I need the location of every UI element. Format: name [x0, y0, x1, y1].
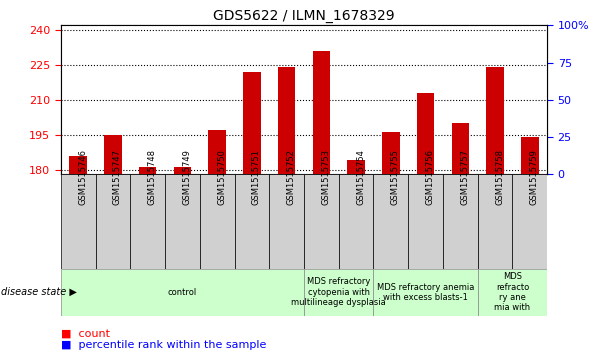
Text: GSM1515751: GSM1515751	[252, 149, 261, 205]
Text: GSM1515750: GSM1515750	[217, 149, 226, 205]
Point	[282, 64, 291, 70]
Bar	[61, 269, 304, 316]
Bar	[373, 174, 408, 269]
Point	[386, 78, 396, 83]
Text: GSM1515746: GSM1515746	[78, 149, 87, 205]
Point	[317, 64, 326, 70]
Text: GSM1515753: GSM1515753	[322, 149, 330, 205]
Text: ■  count: ■ count	[61, 329, 110, 339]
Bar	[347, 160, 365, 174]
Bar	[339, 174, 373, 269]
Bar	[452, 123, 469, 174]
Text: GSM1515748: GSM1515748	[148, 149, 157, 205]
Bar	[417, 93, 434, 174]
Bar	[521, 137, 539, 174]
Bar	[235, 174, 269, 269]
Bar	[174, 167, 191, 174]
Text: MDS refractory
cytopenia with
multilineage dysplasia: MDS refractory cytopenia with multilinea…	[291, 277, 386, 307]
Bar	[478, 174, 513, 269]
Bar	[200, 174, 235, 269]
Bar	[408, 174, 443, 269]
Text: GSM1515752: GSM1515752	[286, 149, 295, 205]
Text: GSM1515755: GSM1515755	[391, 149, 400, 205]
Text: disease state ▶: disease state ▶	[1, 287, 77, 297]
Bar	[69, 156, 87, 174]
Point	[490, 66, 500, 72]
Bar	[373, 269, 478, 316]
Bar	[104, 135, 122, 174]
Point	[108, 74, 118, 80]
Point	[143, 97, 153, 103]
Text: GSM1515749: GSM1515749	[182, 149, 192, 205]
Bar	[130, 174, 165, 269]
Bar	[243, 72, 261, 174]
Point	[455, 72, 465, 77]
Bar	[382, 132, 399, 174]
Point	[351, 85, 361, 91]
Bar	[513, 174, 547, 269]
Text: MDS
refracto
ry ane
mia with: MDS refracto ry ane mia with	[494, 272, 531, 312]
Text: GSM1515754: GSM1515754	[356, 149, 365, 205]
Bar	[304, 174, 339, 269]
Bar	[304, 269, 373, 316]
Text: GSM1515759: GSM1515759	[530, 149, 539, 205]
Text: ■  percentile rank within the sample: ■ percentile rank within the sample	[61, 340, 266, 350]
Bar	[139, 167, 156, 174]
Point	[525, 78, 534, 83]
Bar	[165, 174, 200, 269]
Point	[178, 97, 187, 103]
Text: GSM1515757: GSM1515757	[460, 149, 469, 205]
Bar	[209, 130, 226, 174]
Point	[74, 82, 83, 88]
Bar	[486, 67, 504, 174]
Text: GSM1515747: GSM1515747	[113, 149, 122, 205]
Point	[212, 78, 222, 83]
Bar	[269, 174, 304, 269]
Bar	[443, 174, 478, 269]
Point	[421, 67, 430, 73]
Text: MDS refractory anemia
with excess blasts-1: MDS refractory anemia with excess blasts…	[377, 282, 474, 302]
Bar	[278, 67, 295, 174]
Bar	[313, 51, 330, 174]
Bar	[61, 174, 95, 269]
Bar	[95, 174, 130, 269]
Text: GSM1515756: GSM1515756	[426, 149, 435, 205]
Title: GDS5622 / ILMN_1678329: GDS5622 / ILMN_1678329	[213, 9, 395, 23]
Text: control: control	[168, 288, 197, 297]
Point	[247, 64, 257, 70]
Bar	[478, 269, 547, 316]
Text: GSM1515758: GSM1515758	[495, 149, 504, 205]
